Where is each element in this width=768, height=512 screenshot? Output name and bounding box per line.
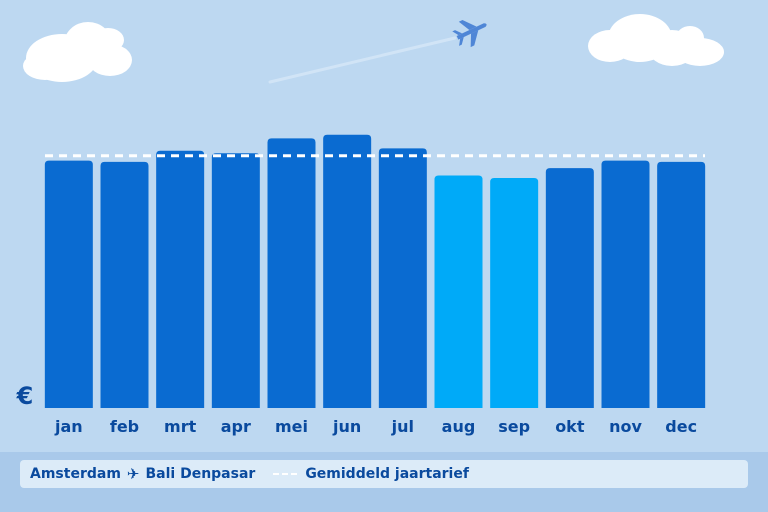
bar-apr — [211, 153, 260, 408]
bar-nov — [601, 160, 650, 408]
x-tick-label-nov: nov — [609, 417, 642, 436]
x-tick-label-okt: okt — [555, 417, 585, 436]
average-legend-label: Gemiddeld jaartarief — [305, 466, 469, 482]
bars-group — [44, 134, 706, 409]
y-axis-label: € — [16, 382, 34, 410]
bar-sep — [490, 177, 539, 408]
bar-feb — [100, 161, 149, 408]
bar-jan — [44, 160, 93, 408]
route-legend: Amsterdam ✈ Bali Denpasar — [30, 465, 255, 483]
x-tick-labels: jan feb mrt apr mei jun jul aug sep okt nov dec — [54, 417, 697, 436]
bar-mei — [267, 138, 316, 408]
bar-okt — [545, 168, 594, 408]
legend-bar: Amsterdam ✈ Bali Denpasar Gemiddeld jaar… — [20, 460, 748, 488]
airplane-icon: ✈ — [126, 465, 140, 483]
x-tick-label-sep: sep — [498, 417, 530, 436]
bar-jul — [378, 148, 427, 408]
bar-mrt — [156, 150, 205, 409]
x-tick-label-jul: jul — [391, 417, 414, 436]
x-tick-label-feb: feb — [110, 417, 139, 436]
bar-dec — [657, 161, 706, 408]
x-tick-label-jun: jun — [332, 417, 361, 436]
average-legend: Gemiddeld jaartarief — [255, 466, 469, 482]
x-tick-label-dec: dec — [665, 417, 697, 436]
bar-aug — [434, 175, 483, 408]
flying-airplane-icon — [452, 20, 487, 48]
bar-jun — [323, 134, 372, 408]
x-tick-label-mrt: mrt — [164, 417, 197, 436]
destination-label: Bali Denpasar — [145, 466, 256, 482]
contrail-icon — [268, 36, 457, 84]
x-tick-label-apr: apr — [221, 417, 251, 436]
x-tick-label-jan: jan — [54, 417, 83, 436]
x-tick-label-mei: mei — [275, 417, 308, 436]
origin-label: Amsterdam — [30, 466, 121, 482]
cloud-left-icon — [23, 22, 132, 82]
dashed-line-icon — [273, 473, 298, 475]
x-tick-label-aug: aug — [442, 417, 476, 436]
cloud-right-icon — [588, 14, 724, 66]
